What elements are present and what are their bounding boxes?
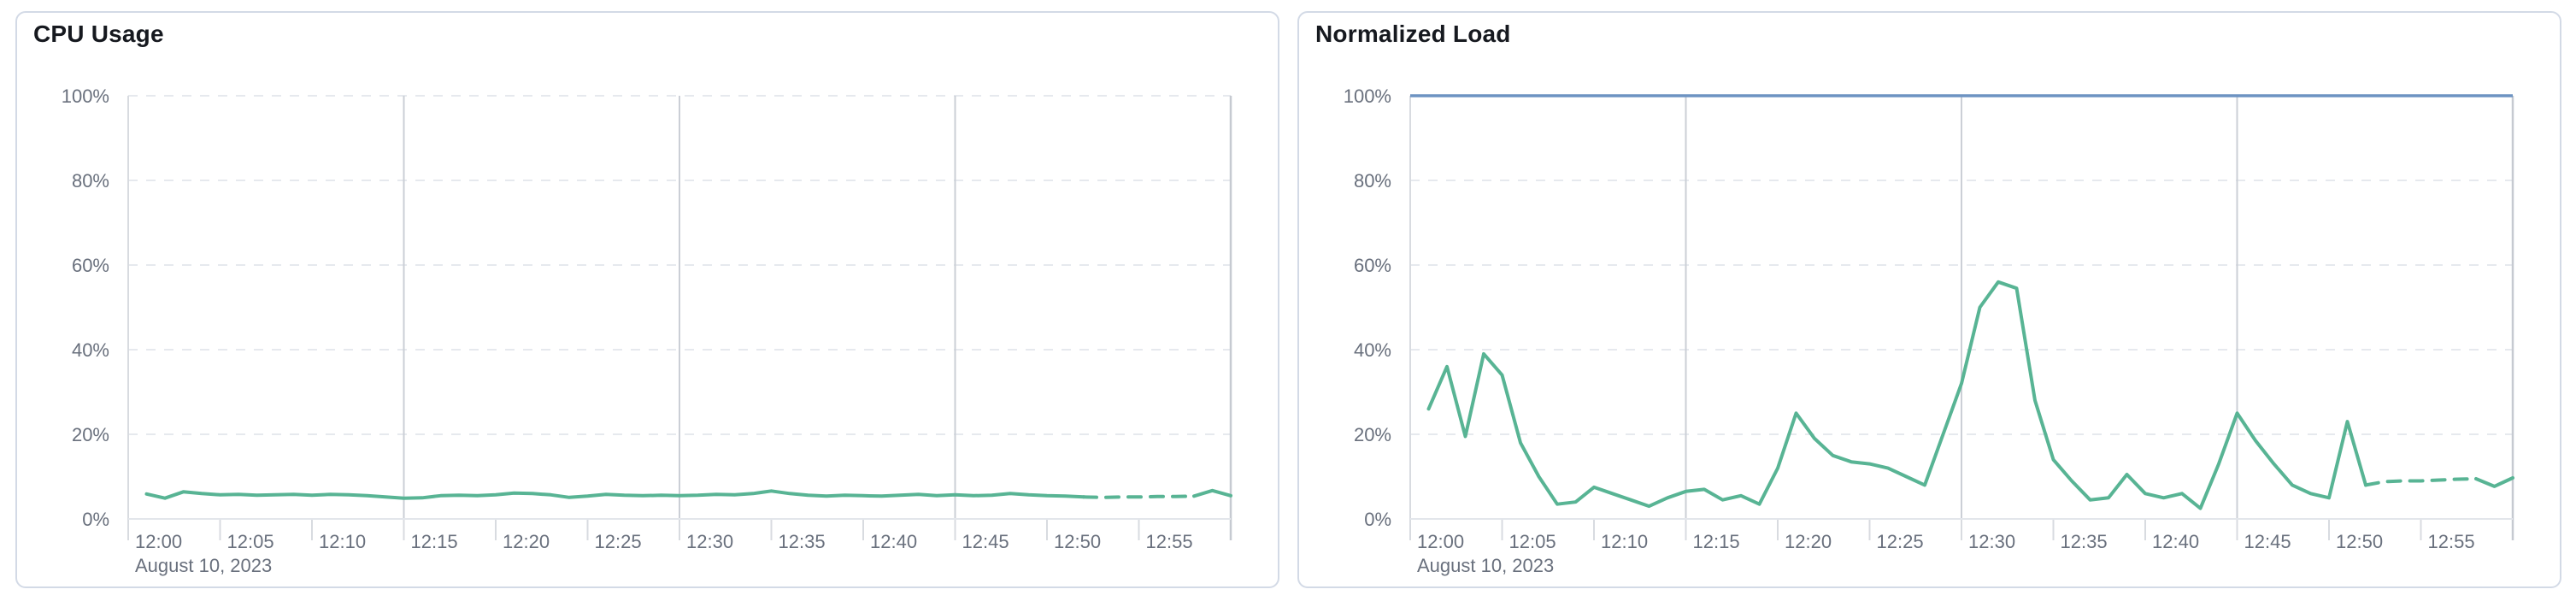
- y-tick-label: 80%: [1354, 170, 1391, 192]
- x-tick-label: 12:00: [1417, 531, 1464, 552]
- x-tick-label: 12:05: [1509, 531, 1556, 552]
- x-tick-label: 12:25: [1877, 531, 1924, 552]
- x-tick-label: 12:20: [1785, 531, 1832, 552]
- x-tick-label: 12:15: [1693, 531, 1740, 552]
- x-tick-label: 12:55: [1146, 531, 1193, 552]
- x-tick-label: 12:25: [595, 531, 642, 552]
- y-tick-label: 0%: [1364, 509, 1391, 530]
- x-tick-label: 12:40: [2152, 531, 2199, 552]
- series-line: [144, 489, 1085, 500]
- x-axis-date-label: August 10, 2023: [135, 555, 272, 576]
- x-tick-label: 12:50: [2336, 531, 2383, 552]
- series-line: [1426, 280, 2367, 510]
- x-tick-label: 12:35: [2061, 531, 2108, 552]
- x-tick-label: 12:50: [1054, 531, 1101, 552]
- y-tick-label: 0%: [82, 509, 109, 530]
- series-line: [1192, 488, 1232, 498]
- normalized-load-panel: 0% 20% 40% 60% 80% 100% 12:00 12:05 12:10 12:15 12…: [1297, 11, 2561, 588]
- x-tick-label: 12:30: [1968, 531, 2015, 552]
- y-tick-label: 20%: [72, 424, 109, 445]
- series-line-dashed: [2364, 477, 2478, 487]
- x-tick-label: 12:20: [503, 531, 550, 552]
- x-tick-label: 12:10: [1601, 531, 1648, 552]
- panel-title: Normalized Load: [1315, 21, 1511, 47]
- x-tick-label: 12:45: [2244, 531, 2291, 552]
- x-tick-label: 12:00: [135, 531, 182, 552]
- y-tick-label: 100%: [62, 85, 109, 107]
- x-tick-label: 12:05: [227, 531, 274, 552]
- y-tick-label: 40%: [1354, 339, 1391, 361]
- y-tick-label: 40%: [72, 339, 109, 361]
- y-tick-label: 60%: [1354, 255, 1391, 276]
- x-axis-date-label: August 10, 2023: [1417, 555, 1554, 576]
- cpu-usage-panel: 0% 20% 40% 60% 80% 100% 12:00 12:05 12:10 12:15 12…: [15, 11, 1279, 588]
- y-tick-label: 80%: [72, 170, 109, 192]
- normalized-load-chart[interactable]: 0% 20% 40% 60% 80% 100% 12:00 12:05 12:10 12:15 12…: [1299, 13, 2560, 586]
- cpu-usage-chart[interactable]: 0% 20% 40% 60% 80% 100% 12:00 12:05 12:10 12:15 12…: [17, 13, 1278, 586]
- panel-title: CPU Usage: [33, 21, 164, 47]
- y-tick-label: 100%: [1344, 85, 1391, 107]
- x-tick-label: 12:35: [779, 531, 826, 552]
- x-tick-label: 12:45: [962, 531, 1009, 552]
- x-tick-label: 12:30: [686, 531, 733, 552]
- x-tick-label: 12:40: [870, 531, 917, 552]
- x-tick-label: 12:55: [2428, 531, 2475, 552]
- series-line: [2474, 476, 2514, 488]
- x-tick-label: 12:10: [319, 531, 366, 552]
- x-tick-label: 12:15: [411, 531, 458, 552]
- y-tick-label: 20%: [1354, 424, 1391, 445]
- series-line-dashed: [1082, 494, 1196, 499]
- y-tick-label: 60%: [72, 255, 109, 276]
